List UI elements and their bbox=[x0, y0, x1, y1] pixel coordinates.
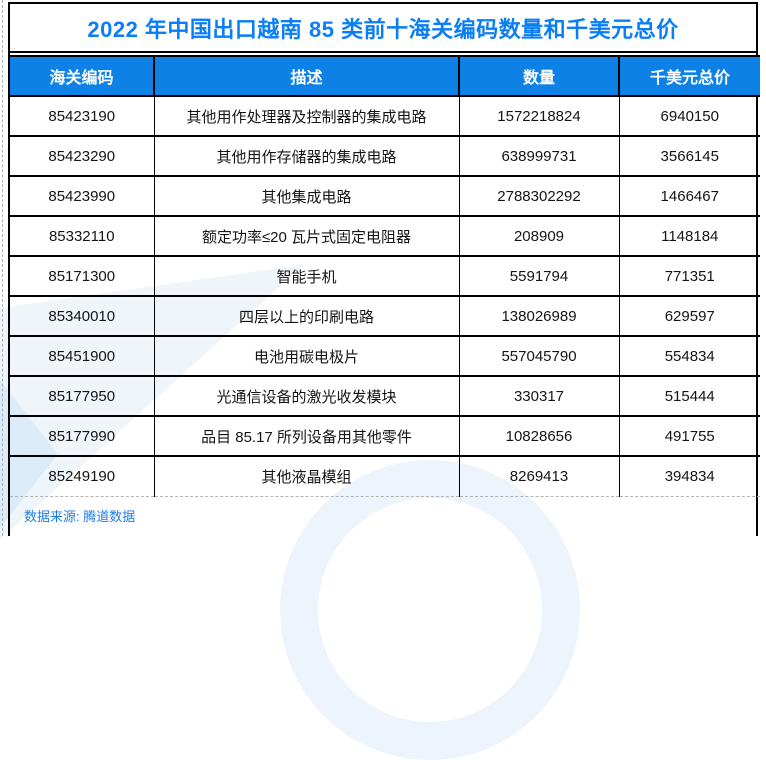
table-row: 85332110 额定功率≤20 瓦片式固定电阻器 208909 1148184 bbox=[10, 216, 760, 257]
cell-total-value: 6940150 bbox=[618, 96, 760, 137]
cell-hs-code: 85249190 bbox=[10, 456, 155, 497]
cell-hs-code: 85423990 bbox=[10, 176, 155, 217]
cell-total-value: 1466467 bbox=[618, 176, 760, 217]
data-source-label: 数据来源: 腾道数据 bbox=[24, 508, 136, 524]
table-row: 85177950 光通信设备的激光收发模块 330317 515444 bbox=[10, 376, 760, 417]
cell-description: 光通信设备的激光收发模块 bbox=[153, 376, 460, 417]
cell-hs-code: 85177950 bbox=[10, 376, 155, 417]
cell-quantity: 8269413 bbox=[458, 456, 620, 497]
cell-description: 其他液晶模组 bbox=[153, 456, 460, 497]
report-table-container: 2022 年中国出口越南 85 类前十海关编码数量和千美元总价 海关编码 描述 … bbox=[8, 2, 760, 536]
cell-description: 其他集成电路 bbox=[153, 176, 460, 217]
cell-hs-code: 85340010 bbox=[10, 296, 155, 337]
cell-quantity: 10828656 bbox=[458, 416, 620, 457]
table-row: 85423290 其他用作存储器的集成电路 638999731 3566145 bbox=[10, 136, 760, 177]
cell-quantity: 208909 bbox=[458, 216, 620, 257]
table-title-box: 2022 年中国出口越南 85 类前十海关编码数量和千美元总价 bbox=[10, 2, 756, 53]
header-row: 海关编码 描述 数量 千美元总价 bbox=[10, 55, 760, 97]
data-source: 数据来源: 腾道数据 bbox=[10, 506, 756, 525]
cell-quantity: 557045790 bbox=[458, 336, 620, 377]
table-body: 85423190 其他用作处理器及控制器的集成电路 1572218824 694… bbox=[10, 96, 760, 497]
cell-hs-code: 85423190 bbox=[10, 96, 155, 137]
cell-total-value: 394834 bbox=[618, 456, 760, 497]
table-row: 85249190 其他液晶模组 8269413 394834 bbox=[10, 456, 760, 497]
table-row: 85171300 智能手机 5591794 771351 bbox=[10, 256, 760, 297]
cell-total-value: 554834 bbox=[618, 336, 760, 377]
page-break-dashed-line bbox=[2, 0, 3, 536]
column-header-quantity: 数量 bbox=[458, 55, 620, 97]
cell-hs-code: 85332110 bbox=[10, 216, 155, 257]
cell-quantity: 138026989 bbox=[458, 296, 620, 337]
cell-quantity: 638999731 bbox=[458, 136, 620, 177]
cell-quantity: 2788302292 bbox=[458, 176, 620, 217]
cell-description: 其他用作存储器的集成电路 bbox=[153, 136, 460, 177]
cell-total-value: 3566145 bbox=[618, 136, 760, 177]
table-row: 85423190 其他用作处理器及控制器的集成电路 1572218824 694… bbox=[10, 96, 760, 137]
cell-description: 智能手机 bbox=[153, 256, 460, 297]
table-row: 85423990 其他集成电路 2788302292 1466467 bbox=[10, 176, 760, 217]
cell-hs-code: 85423290 bbox=[10, 136, 155, 177]
cell-total-value: 629597 bbox=[618, 296, 760, 337]
customs-data-table: 海关编码 描述 数量 千美元总价 85423190 其他用作处理器及控制器的集成… bbox=[10, 55, 760, 497]
cell-description: 电池用碳电极片 bbox=[153, 336, 460, 377]
cell-hs-code: 85451900 bbox=[10, 336, 155, 377]
cell-total-value: 491755 bbox=[618, 416, 760, 457]
cell-hs-code: 85177990 bbox=[10, 416, 155, 457]
cell-quantity: 330317 bbox=[458, 376, 620, 417]
table-row: 85340010 四层以上的印刷电路 138026989 629597 bbox=[10, 296, 760, 337]
column-header-description: 描述 bbox=[153, 55, 460, 97]
column-header-total-value: 千美元总价 bbox=[618, 55, 760, 97]
table-row: 85177990 品目 85.17 所列设备用其他零件 10828656 491… bbox=[10, 416, 760, 457]
cell-description: 其他用作处理器及控制器的集成电路 bbox=[153, 96, 460, 137]
cell-hs-code: 85171300 bbox=[10, 256, 155, 297]
cell-total-value: 771351 bbox=[618, 256, 760, 297]
cell-total-value: 515444 bbox=[618, 376, 760, 417]
cell-description: 四层以上的印刷电路 bbox=[153, 296, 460, 337]
page-title: 2022 年中国出口越南 85 类前十海关编码数量和千美元总价 bbox=[87, 16, 679, 42]
table-row: 85451900 电池用碳电极片 557045790 554834 bbox=[10, 336, 760, 377]
cell-quantity: 1572218824 bbox=[458, 96, 620, 137]
cell-quantity: 5591794 bbox=[458, 256, 620, 297]
cell-description: 额定功率≤20 瓦片式固定电阻器 bbox=[153, 216, 460, 257]
column-header-hs-code: 海关编码 bbox=[10, 55, 155, 97]
cell-total-value: 1148184 bbox=[618, 216, 760, 257]
cell-description: 品目 85.17 所列设备用其他零件 bbox=[153, 416, 460, 457]
